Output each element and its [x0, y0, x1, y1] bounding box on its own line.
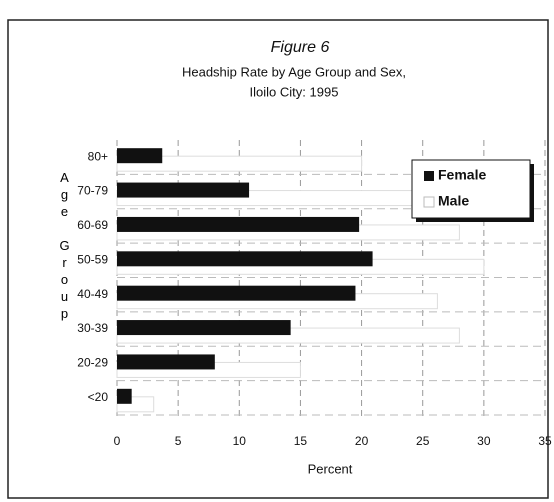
y-tick-label: 60-69	[77, 218, 108, 232]
x-tick-label: 0	[114, 434, 121, 448]
legend-label: Male	[438, 193, 469, 209]
x-tick-label: 15	[294, 434, 308, 448]
bar	[117, 285, 356, 301]
y-tick-label: 40-49	[77, 287, 108, 301]
bar	[117, 216, 360, 232]
chart-subtitle: Headship Rate by Age Group and Sex,	[182, 64, 406, 79]
bar	[117, 148, 163, 164]
x-tick-label: 35	[538, 434, 552, 448]
x-tick-label: 30	[477, 434, 491, 448]
chart-subtitle: Iloilo City: 1995	[250, 84, 339, 99]
legend-swatch	[424, 171, 434, 181]
y-tick-label: <20	[88, 390, 109, 404]
x-tick-label: 5	[175, 434, 182, 448]
legend-swatch	[423, 196, 435, 208]
y-tick-label: 20-29	[77, 356, 108, 370]
chart-title: Figure 6	[271, 39, 330, 56]
frame	[7, 19, 549, 499]
y-axis-label: Age Group	[57, 170, 72, 323]
x-tick-label: 20	[355, 434, 369, 448]
bar	[117, 388, 132, 404]
bar	[116, 155, 363, 172]
legend	[411, 159, 531, 219]
y-tick-label: 50-59	[77, 252, 108, 266]
bar	[117, 320, 291, 336]
bar	[117, 251, 373, 267]
legend-label: Female	[438, 167, 486, 183]
x-tick-label: 10	[233, 434, 247, 448]
x-tick-label: 25	[416, 434, 430, 448]
bar	[117, 354, 215, 370]
y-tick-label: 80+	[88, 149, 108, 163]
bar	[117, 182, 250, 198]
y-tick-label: 30-39	[77, 321, 108, 335]
y-tick-label: 70-79	[77, 184, 108, 198]
x-axis-label: Percent	[308, 461, 353, 476]
